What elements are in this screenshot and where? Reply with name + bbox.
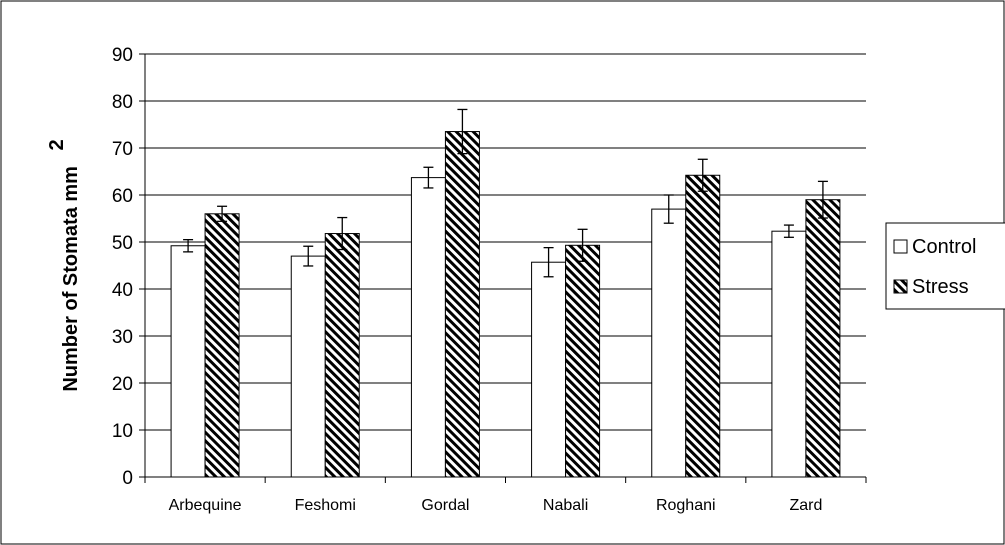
y-tick-label: 70: [112, 139, 133, 160]
y-tick-label: 90: [112, 45, 133, 66]
y-tick-label: 10: [112, 421, 133, 442]
y-tick-label: 20: [112, 374, 133, 395]
legend-label-control: Control: [912, 236, 976, 258]
bar-stress: [444, 131, 480, 478]
bar-control: [771, 230, 807, 478]
bars: [170, 108, 841, 478]
tick-labels: 0 10 20 30 40 50 60 70 80 90 Arbequine Feshomi Gorda…: [112, 45, 823, 514]
x-tick-label: Gordal: [421, 497, 469, 514]
y-tick-label: 30: [112, 327, 133, 348]
axes: [139, 53, 867, 483]
y-tick-label: 50: [112, 233, 133, 254]
legend-label-stress: Stress: [912, 276, 969, 298]
x-tick-label: Feshomi: [295, 497, 356, 514]
legend-box: [885, 222, 1005, 310]
y-tick-label: 60: [112, 186, 133, 207]
bar-control: [651, 208, 687, 478]
bar-stress: [204, 213, 240, 478]
y-axis-title-text: Number of Stomata mm: [60, 166, 82, 392]
gridlines: [145, 53, 866, 431]
y-tick-label: 0: [122, 468, 133, 489]
x-tick-label: Arbequine: [169, 497, 242, 514]
bar-stress: [324, 233, 360, 478]
legend: Control Stress: [885, 222, 1005, 310]
x-tick-label: Nabali: [543, 497, 588, 514]
x-tick-label: Roghani: [656, 497, 716, 514]
bar-stress: [805, 199, 841, 478]
legend-swatch-stress: [893, 279, 908, 294]
y-axis-title-superscript: 2: [46, 139, 68, 150]
legend-swatch-control: [893, 239, 908, 254]
x-tick-label: Zard: [789, 497, 822, 514]
y-axis-title: Number of Stomata mm 2: [46, 139, 82, 391]
bar-stress: [685, 174, 721, 478]
bar-control: [170, 245, 206, 478]
bar-stress: [565, 244, 601, 478]
bar-control: [531, 261, 567, 478]
y-tick-label: 80: [112, 92, 133, 113]
bar-control: [410, 177, 446, 478]
y-tick-label: 40: [112, 280, 133, 301]
bar-control: [290, 255, 326, 478]
